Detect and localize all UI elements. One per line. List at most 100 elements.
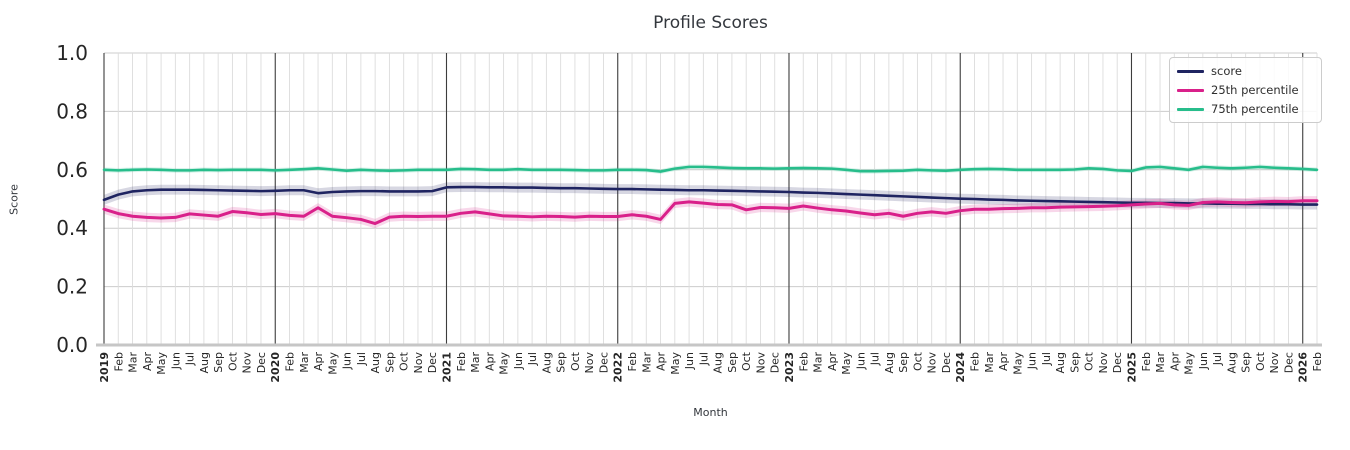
x-tick-label-year: 2024	[954, 352, 967, 383]
x-tick-label-month: Apr	[826, 352, 839, 372]
x-tick-label-month: Jul	[526, 352, 539, 366]
x-tick-label-month: Oct	[569, 351, 582, 371]
x-tick-label-month: Dec	[1282, 352, 1295, 373]
x-tick-label-month: Apr	[1168, 352, 1181, 372]
y-tick-label: 0.4	[56, 216, 88, 240]
x-tick-label-month: Jul	[697, 352, 710, 366]
x-tick-label-month: May	[1011, 352, 1024, 375]
x-tick-label-month: Jul	[1211, 352, 1224, 366]
legend-label: 75th percentile	[1211, 102, 1299, 116]
x-tick-label-month: Dec	[1111, 352, 1124, 373]
x-tick-label-month: May	[498, 352, 511, 375]
x-tick-label-month: Sep	[555, 352, 568, 373]
x-tick-label-month: Aug	[1054, 352, 1067, 373]
legend-item-score: score	[1177, 64, 1313, 78]
series-line-25th-percentile	[102, 199, 1319, 226]
x-tick-label-month: Jul	[355, 352, 368, 366]
x-tick-label-month: May	[1183, 352, 1196, 375]
x-tick-label-month: Mar	[983, 352, 996, 373]
x-tick-label-month: Mar	[127, 352, 140, 373]
x-tick-label-month: Apr	[997, 352, 1010, 372]
x-tick-label-month: Nov	[241, 352, 254, 374]
x-tick-label-month: Dec	[255, 352, 268, 373]
x-tick-label-month: Jun	[1197, 352, 1210, 370]
x-tick-label-month: Nov	[754, 352, 767, 374]
x-tick-label-month: Jul	[869, 352, 882, 366]
x-tick-label-month: Jun	[1026, 352, 1039, 370]
x-tick-label-year: 2019	[98, 352, 111, 383]
x-tick-label-month: Aug	[540, 352, 553, 373]
legend-line-swatch-score	[1177, 69, 1204, 73]
x-tick-label-month: Dec	[597, 352, 610, 373]
x-tick-label-month: Oct	[226, 351, 239, 371]
x-tick-label-year: 2020	[269, 352, 282, 383]
x-tick-label-month: Sep	[1240, 352, 1253, 373]
legend-item-75th-percentile: 75th percentile	[1177, 102, 1313, 116]
x-tick-label-month: May	[840, 352, 853, 375]
x-tick-labels: 2019 Feb Mar Apr May Jun Jul Aug Sep Oct Nov Dec 202…	[98, 351, 1324, 382]
x-tick-label-month: Feb	[969, 352, 982, 371]
x-tick-label-month: Aug	[883, 352, 896, 373]
x-tick-label-month: Nov	[583, 352, 596, 374]
x-axis-label: Month	[693, 406, 728, 419]
x-tick-label-month: Feb	[112, 352, 125, 371]
x-tick-label-month: Feb	[1140, 352, 1153, 371]
x-tick-label-month: Jul	[1040, 352, 1053, 366]
confidence-band-75th-percentile	[104, 164, 1317, 174]
legend-item-25th-percentile: 25th percentile	[1177, 83, 1313, 97]
x-tick-label-month: Dec	[769, 352, 782, 373]
x-tick-label-month: Feb	[1311, 352, 1324, 371]
legend-label: score	[1211, 64, 1242, 78]
legend-line-swatch-75th	[1177, 107, 1204, 111]
x-tick-label-month: Feb	[626, 352, 639, 371]
x-tick-label-month: Sep	[383, 352, 396, 373]
x-tick-label-month: Aug	[1225, 352, 1238, 373]
x-tick-label-month: Jun	[683, 352, 696, 370]
x-tick-label-month: Oct	[1083, 351, 1096, 371]
x-tick-label-month: Oct	[1254, 351, 1267, 371]
x-tick-label-month: Jun	[512, 352, 525, 370]
x-tick-label-month: Jun	[341, 352, 354, 370]
x-tick-label-month: Dec	[426, 352, 439, 373]
y-tick-labels: 0.0 0.2 0.4 0.6 0.8 1.0	[56, 41, 88, 357]
x-tick-label-month: Jul	[184, 352, 197, 366]
x-tick-label-year: 2026	[1297, 352, 1310, 383]
x-tick-label-month: Nov	[926, 352, 939, 374]
x-tick-label-month: Sep	[212, 352, 225, 373]
legend: score 25th percentile 75th percentile	[1169, 57, 1322, 123]
x-tick-label-month: Mar	[298, 352, 311, 373]
chart-title: Profile Scores	[653, 13, 768, 33]
x-tick-label-year: 2021	[440, 352, 453, 383]
y-tick-label: 0.2	[56, 275, 88, 299]
y-tick-label: 0.6	[56, 158, 88, 182]
x-tick-label-month: Apr	[655, 352, 668, 372]
y-tick-label: 0.8	[56, 99, 88, 123]
x-tick-label-month: Mar	[1154, 352, 1167, 373]
x-tick-label-month: Feb	[284, 352, 297, 371]
gridlines-vertical	[103, 53, 1318, 345]
x-tick-label-month: Apr	[141, 352, 154, 372]
x-tick-label-month: Aug	[369, 352, 382, 373]
x-tick-label-month: Nov	[1268, 352, 1281, 374]
y-axis-label: Score	[7, 184, 21, 215]
x-tick-label-month: Aug	[198, 352, 211, 373]
legend-label: 25th percentile	[1211, 83, 1299, 97]
x-tick-label-month: Sep	[897, 352, 910, 373]
y-tick-label: 0.0	[56, 333, 88, 357]
x-tick-label-month: Nov	[412, 352, 425, 374]
x-tick-label-month: Mar	[469, 352, 482, 373]
x-tick-label-month: Aug	[712, 352, 725, 373]
x-tick-label-month: May	[155, 352, 168, 375]
legend-line-swatch-25th	[1177, 88, 1204, 92]
x-tick-label-month: Apr	[483, 352, 496, 372]
confidence-band-25th-percentile	[104, 196, 1317, 229]
x-tick-label-month: Sep	[726, 352, 739, 373]
x-tick-label-year: 2025	[1125, 352, 1138, 383]
x-tick-label-month: Oct	[398, 351, 411, 371]
x-tick-label-month: Oct	[740, 351, 753, 371]
x-tick-label-month: Oct	[911, 351, 924, 371]
y-tick-label: 1.0	[56, 41, 88, 65]
x-tick-label-month: May	[669, 352, 682, 375]
x-tick-label-month: May	[326, 352, 339, 375]
